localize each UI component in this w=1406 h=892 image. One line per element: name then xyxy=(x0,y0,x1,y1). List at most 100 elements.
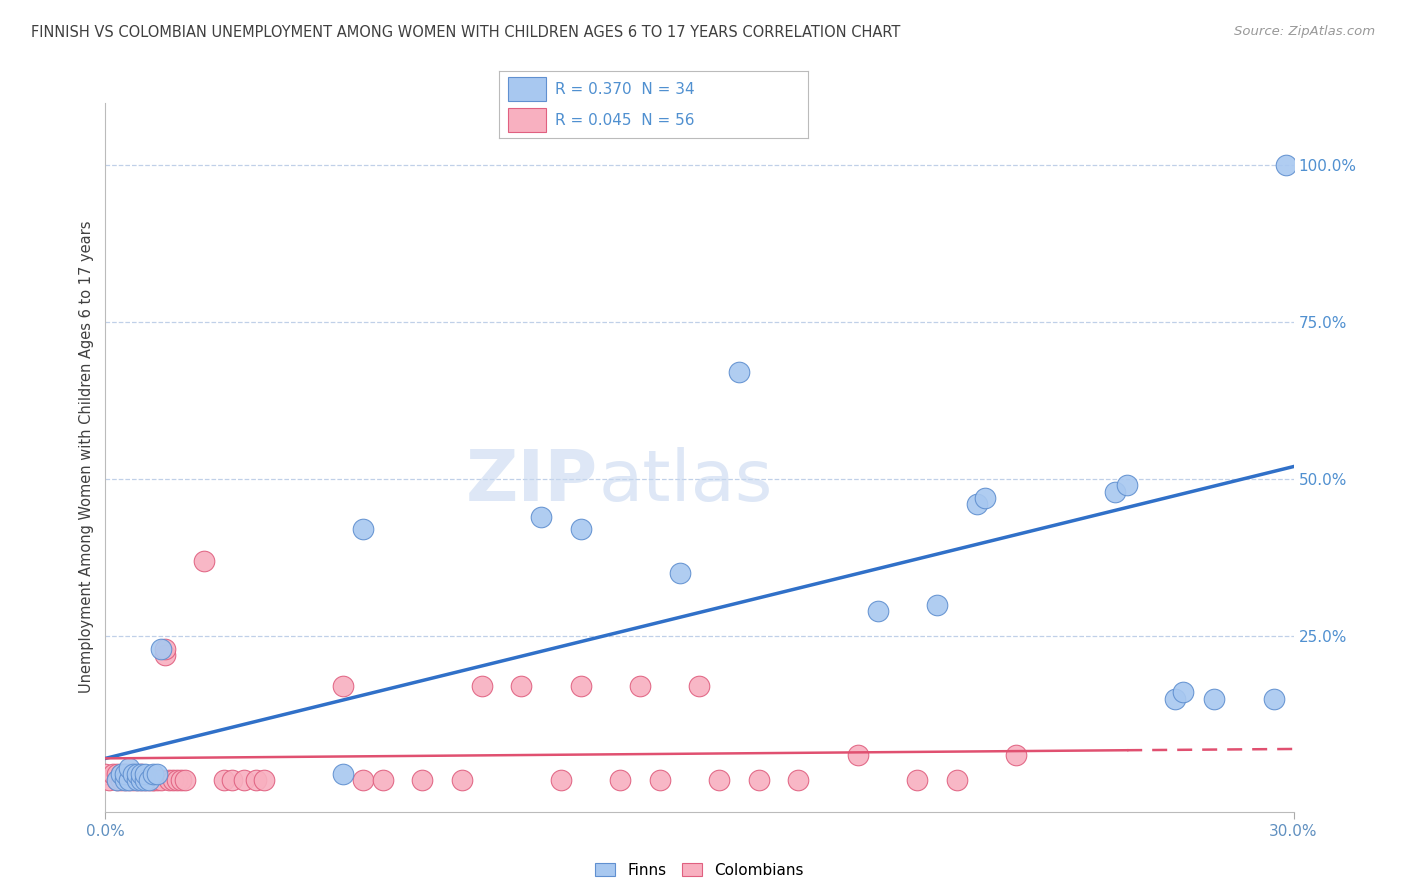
Point xyxy=(142,773,165,788)
Point xyxy=(966,497,988,511)
Point xyxy=(134,773,156,788)
Point xyxy=(450,773,472,788)
Point xyxy=(245,773,267,788)
Point xyxy=(118,767,141,781)
Point xyxy=(134,773,156,788)
Point xyxy=(114,767,136,781)
Point xyxy=(129,767,152,781)
Point xyxy=(1274,158,1296,172)
Point xyxy=(628,679,651,693)
Point xyxy=(352,773,374,788)
Point xyxy=(411,773,433,788)
Bar xyxy=(509,108,546,132)
Point xyxy=(471,679,494,693)
Point xyxy=(925,598,948,612)
Text: ZIP: ZIP xyxy=(467,448,599,516)
Point xyxy=(332,767,354,781)
Point xyxy=(946,773,969,788)
Point xyxy=(1164,691,1187,706)
Point xyxy=(105,773,128,788)
Point xyxy=(122,767,145,781)
Point xyxy=(142,773,165,788)
Point xyxy=(846,748,869,763)
Point xyxy=(510,679,533,693)
Point xyxy=(110,767,132,781)
Point xyxy=(1005,748,1028,763)
Point xyxy=(129,773,152,788)
Point xyxy=(1204,691,1226,706)
Point xyxy=(122,767,145,781)
Point xyxy=(709,773,731,788)
Point xyxy=(114,767,136,781)
Point xyxy=(118,773,141,788)
Point xyxy=(371,773,394,788)
Text: Source: ZipAtlas.com: Source: ZipAtlas.com xyxy=(1234,25,1375,38)
Point xyxy=(138,773,160,788)
Point xyxy=(530,509,553,524)
Point xyxy=(166,773,188,788)
Point xyxy=(973,491,995,505)
Point xyxy=(1104,484,1126,499)
Point xyxy=(127,773,149,788)
Point xyxy=(748,773,770,788)
Point xyxy=(728,366,751,380)
Point xyxy=(550,773,572,788)
Point xyxy=(149,773,172,788)
Point xyxy=(787,773,810,788)
Legend: Finns, Colombians: Finns, Colombians xyxy=(588,855,811,886)
Point xyxy=(905,773,928,788)
Point xyxy=(118,773,141,788)
Point xyxy=(127,767,149,781)
Point xyxy=(138,773,160,788)
Text: R = 0.045  N = 56: R = 0.045 N = 56 xyxy=(555,112,695,128)
Point xyxy=(127,773,149,788)
Point xyxy=(105,773,128,788)
Point xyxy=(129,773,152,788)
Point xyxy=(127,767,149,781)
Point xyxy=(1263,691,1285,706)
Point xyxy=(1171,685,1194,699)
Point xyxy=(193,554,215,568)
Point xyxy=(352,522,374,536)
Point xyxy=(668,566,690,581)
Point xyxy=(105,767,128,781)
Bar xyxy=(509,78,546,102)
Point xyxy=(253,773,276,788)
Point xyxy=(114,773,136,788)
Point xyxy=(609,773,631,788)
Point xyxy=(146,773,169,788)
Point xyxy=(162,773,184,788)
Point xyxy=(332,679,354,693)
Point xyxy=(110,773,132,788)
Point xyxy=(129,767,152,781)
Point xyxy=(98,773,121,788)
Point xyxy=(149,641,172,656)
Text: FINNISH VS COLOMBIAN UNEMPLOYMENT AMONG WOMEN WITH CHILDREN AGES 6 TO 17 YEARS C: FINNISH VS COLOMBIAN UNEMPLOYMENT AMONG … xyxy=(31,25,900,40)
Y-axis label: Unemployment Among Women with Children Ages 6 to 17 years: Unemployment Among Women with Children A… xyxy=(79,221,94,693)
Point xyxy=(569,679,592,693)
Point xyxy=(648,773,671,788)
Point xyxy=(153,648,176,662)
Point xyxy=(110,767,132,781)
Point xyxy=(569,522,592,536)
Point xyxy=(233,773,256,788)
Point xyxy=(118,761,141,775)
Text: R = 0.370  N = 34: R = 0.370 N = 34 xyxy=(555,82,695,97)
Point xyxy=(146,767,169,781)
Point xyxy=(134,767,156,781)
Point xyxy=(866,604,889,618)
Text: atlas: atlas xyxy=(599,448,773,516)
Point xyxy=(142,767,165,781)
Point xyxy=(173,773,195,788)
Point xyxy=(157,773,180,788)
Point xyxy=(122,773,145,788)
Point xyxy=(689,679,711,693)
Point xyxy=(114,773,136,788)
Point xyxy=(103,767,125,781)
Point xyxy=(1116,478,1139,492)
Point xyxy=(153,641,176,656)
Point xyxy=(94,767,117,781)
Point xyxy=(170,773,193,788)
Point xyxy=(214,773,236,788)
Point xyxy=(221,773,243,788)
